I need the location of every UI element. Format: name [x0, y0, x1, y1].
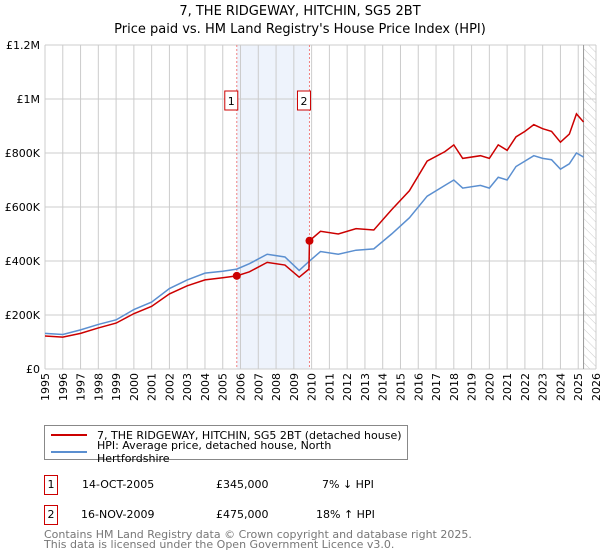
x-tick-label: 2025 [572, 373, 585, 401]
transaction-hpi: 18% ↑ HPI [316, 508, 375, 521]
x-tick-label: 2019 [466, 373, 479, 401]
x-tick-label: 2024 [554, 373, 567, 401]
x-tick-label: 1996 [57, 373, 70, 401]
y-tick-label: £400K [5, 255, 41, 268]
x-tick-label: 1998 [92, 373, 105, 401]
y-tick-label: £200K [5, 309, 41, 322]
x-tick-label: 2005 [217, 373, 230, 401]
x-tick-label: 2008 [270, 373, 283, 401]
legend-label: HPI: Average price, detached house, Nort… [96, 439, 332, 465]
x-tick-label: 2017 [430, 373, 443, 401]
y-tick-label: £800K [5, 147, 41, 160]
x-tick-label: 2022 [519, 373, 532, 401]
x-tick-label: 1999 [110, 373, 123, 401]
x-tick-label: 2023 [537, 373, 550, 401]
transaction-date: 16-NOV-2009 [81, 508, 155, 521]
footer-copyright: Contains HM Land Registry data © Crown c… [44, 528, 472, 541]
chart-title: 7, THE RIDGEWAY, HITCHIN, SG5 2BT [179, 4, 421, 19]
footer: Contains HM Land Registry data © Crown c… [44, 528, 472, 551]
sale-label: 2 [300, 95, 307, 108]
x-tick-label: 2000 [128, 373, 141, 401]
x-tick-label: 2021 [501, 373, 514, 401]
x-tick-label: 2001 [146, 373, 159, 401]
series-line [44, 152, 584, 336]
x-tick-label: 2015 [394, 373, 407, 401]
transaction-row: 2 16-NOV-2009 £475,000 18% ↑ HPI [44, 505, 444, 525]
transaction-hpi: 7% ↓ HPI [322, 478, 374, 491]
sale-label-box [224, 90, 239, 111]
sale-label: 1 [228, 95, 235, 108]
x-tick-label: 2018 [448, 373, 461, 401]
x-tick-label: 2002 [163, 373, 176, 401]
x-tick-label: 2004 [199, 373, 212, 401]
x-tick-label: 2011 [323, 373, 336, 401]
sale-point [232, 271, 241, 280]
footer-licence: This data is licensed under the Open Gov… [44, 538, 395, 551]
legend-item-property: 7, THE RIDGEWAY, HITCHIN, SG5 2BT (detac… [51, 427, 402, 443]
x-tick-label: 2003 [181, 373, 194, 401]
transaction-price: £475,000 [216, 508, 269, 521]
price-chart: 1995 1996 1997 1998 1999 2000 2001 2002 2003 2004… [5, 39, 600, 401]
chart-subtitle: Price paid vs. HM Land Registry's House … [114, 22, 486, 37]
series-line [44, 112, 585, 338]
sale-label-box [296, 90, 311, 111]
sale-point [305, 236, 314, 245]
x-tick-label: 2007 [252, 373, 265, 401]
legend-swatch-red [51, 434, 87, 436]
x-tick-label: 1995 [39, 373, 52, 401]
legend-label: 7, THE RIDGEWAY, HITCHIN, SG5 2BT (detac… [97, 428, 402, 442]
x-tick-label: 2006 [235, 373, 248, 401]
x-tick-label: 2012 [341, 373, 354, 401]
x-tick-label: 2026 [590, 373, 600, 401]
x-tick-label: 2016 [412, 373, 425, 401]
y-tick-label: £1M [17, 93, 41, 106]
transaction-date: 14-OCT-2005 [82, 478, 155, 491]
x-tick-label: 2010 [306, 373, 319, 401]
x-tick-label: 2014 [377, 373, 390, 401]
transaction-badge: 1 [44, 475, 58, 495]
legend: 7, THE RIDGEWAY, HITCHIN, SG5 2BT (detac… [44, 425, 408, 465]
x-tick-label: 2009 [288, 373, 301, 401]
legend-swatch-blue [51, 451, 87, 453]
x-tick-label: 1997 [75, 373, 88, 401]
y-tick-label: £600K [5, 201, 41, 214]
x-tick-label: 2013 [359, 373, 372, 401]
y-tick-label: £1.2M [6, 39, 40, 52]
y-tick-label: £0 [26, 363, 40, 376]
transaction-badge: 2 [44, 505, 58, 525]
transaction-row: 1 14-OCT-2005 £345,000 7% ↓ HPI [44, 475, 444, 495]
legend-item-hpi: HPI: Average price, detached house, Nort… [51, 439, 407, 465]
x-tick-label: 2020 [483, 373, 496, 401]
transaction-price: £345,000 [216, 478, 269, 491]
